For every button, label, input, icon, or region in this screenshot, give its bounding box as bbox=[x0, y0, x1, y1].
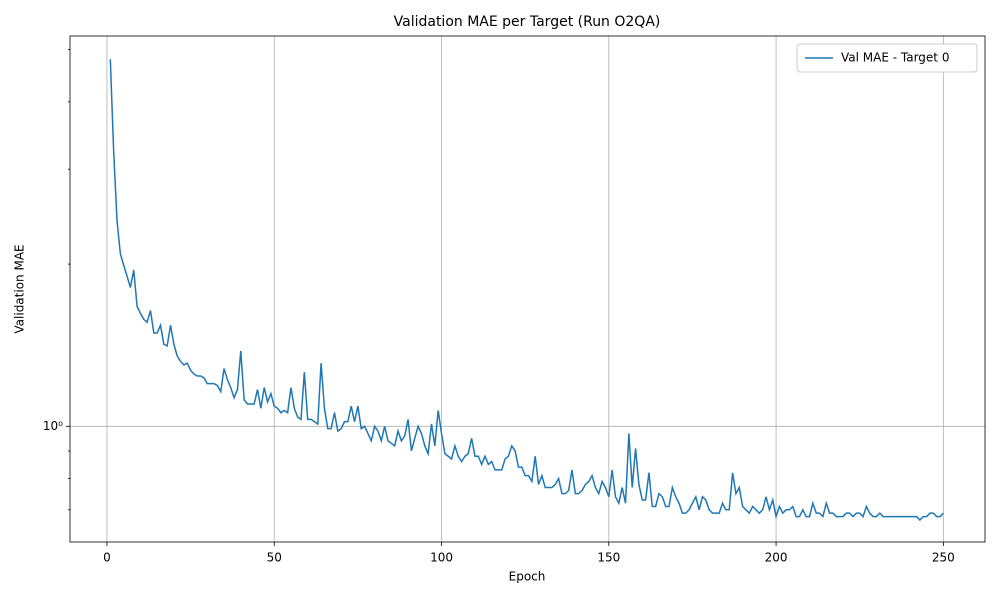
plot-frame bbox=[69, 35, 986, 543]
x-tick-label: 250 bbox=[932, 551, 955, 565]
x-axis-label: Epoch bbox=[509, 570, 546, 584]
x-tick-label: 100 bbox=[430, 551, 453, 565]
x-tick-label: 0 bbox=[103, 551, 111, 565]
chart-title: Validation MAE per Target (Run O2QA) bbox=[394, 14, 661, 30]
legend-label: Val MAE - Target 0 bbox=[841, 51, 949, 65]
x-tick-label: 200 bbox=[765, 551, 788, 565]
legend-box bbox=[796, 43, 978, 73]
x-tick-label: 150 bbox=[597, 551, 620, 565]
y-tick-label: 10⁰ bbox=[43, 419, 63, 433]
x-tick-label: 50 bbox=[267, 551, 282, 565]
data-line bbox=[109, 59, 944, 522]
y-axis-label: Validation MAE bbox=[13, 244, 27, 333]
